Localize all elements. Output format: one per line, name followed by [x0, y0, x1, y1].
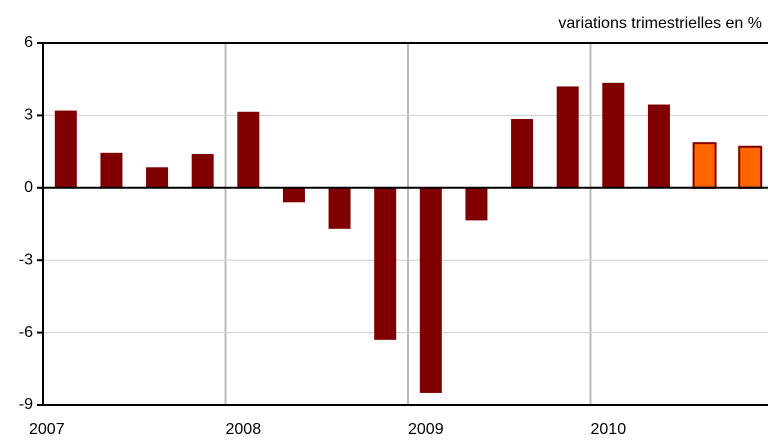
- bar: [191, 154, 214, 188]
- x-tick-label: 2007: [29, 421, 65, 438]
- bar: [647, 104, 670, 188]
- bar: [54, 110, 77, 188]
- x-tick-label: 2008: [226, 421, 262, 438]
- bar: [602, 82, 625, 188]
- y-tick-label: -6: [19, 324, 33, 341]
- y-tick-label: -9: [19, 396, 33, 413]
- chart-subtitle: variations trimestrielles en %: [558, 15, 762, 32]
- y-tick-label: 6: [24, 34, 33, 51]
- bar: [556, 86, 579, 188]
- bar: [374, 187, 397, 340]
- bar: [738, 145, 763, 189]
- y-tick-label: 3: [24, 107, 33, 124]
- bar: [237, 111, 260, 188]
- x-tick-label: 2010: [591, 421, 627, 438]
- bar: [465, 187, 488, 221]
- bar: [100, 152, 123, 188]
- x-tick-label: 2009: [408, 421, 444, 438]
- bar: [692, 142, 717, 189]
- bar: [328, 187, 351, 229]
- y-tick-label: -3: [19, 251, 33, 268]
- y-tick-label: 0: [24, 179, 33, 196]
- bar: [511, 119, 534, 188]
- bar: [146, 167, 169, 188]
- bar: [282, 187, 305, 203]
- bar: [419, 187, 442, 393]
